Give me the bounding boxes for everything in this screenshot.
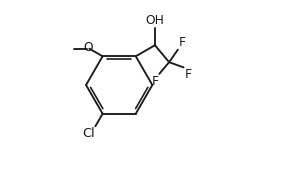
Text: F: F [184,68,192,81]
Text: Cl: Cl [82,127,94,140]
Text: O: O [84,41,93,54]
Text: OH: OH [146,14,164,27]
Text: F: F [152,75,159,88]
Text: F: F [179,36,186,49]
